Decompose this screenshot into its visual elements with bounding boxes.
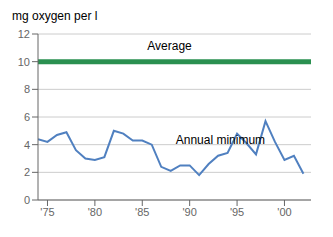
svg-text:Average: Average xyxy=(147,39,192,53)
svg-text:'95: '95 xyxy=(230,206,244,218)
svg-text:Annual minimum: Annual minimum xyxy=(176,133,265,147)
svg-text:'90: '90 xyxy=(182,206,196,218)
html-text:mg oxygen per l: mg oxygen per l xyxy=(12,9,98,23)
svg-text:0: 0 xyxy=(24,194,30,206)
svg-text:'00: '00 xyxy=(277,206,291,218)
svg-text:8: 8 xyxy=(24,83,30,95)
svg-text:'80: '80 xyxy=(88,206,102,218)
svg-text:'75: '75 xyxy=(40,206,54,218)
svg-text:'85: '85 xyxy=(135,206,149,218)
svg-text:10: 10 xyxy=(18,56,30,68)
svg-text:4: 4 xyxy=(24,139,30,151)
svg-text:6: 6 xyxy=(24,111,30,123)
svg-text:2: 2 xyxy=(24,166,30,178)
svg-text:12: 12 xyxy=(18,28,30,40)
